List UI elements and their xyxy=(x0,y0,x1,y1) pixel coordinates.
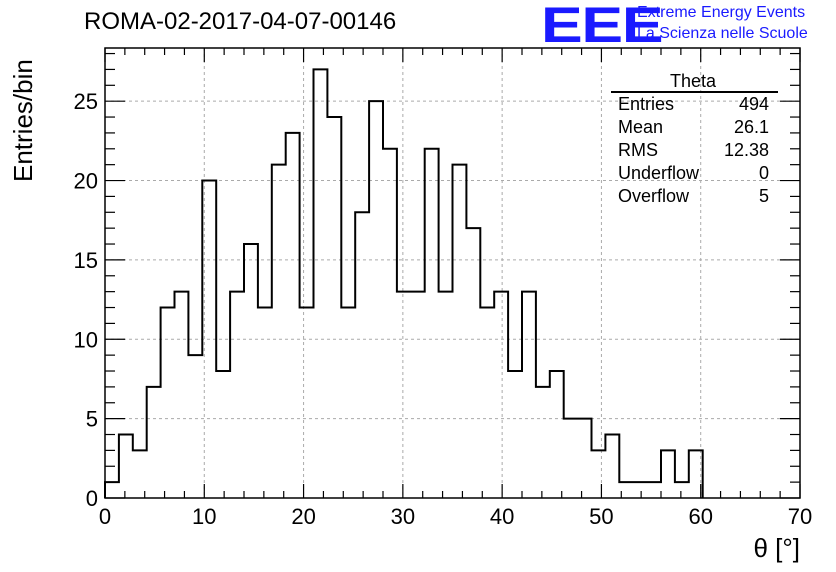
histogram-bin xyxy=(508,371,522,498)
histogram-bin xyxy=(202,181,216,498)
y-tick-label: 10 xyxy=(74,327,98,352)
y-tick-label: 0 xyxy=(86,486,98,511)
x-tick-label: 30 xyxy=(391,504,415,529)
histogram-bin xyxy=(550,371,564,498)
stats-row-label: Underflow xyxy=(618,163,700,183)
x-axis-label: θ [°] xyxy=(753,533,800,563)
histogram-bin xyxy=(411,292,425,498)
histogram-bin xyxy=(258,308,272,498)
stats-row-label: Mean xyxy=(618,117,663,137)
histogram-bin xyxy=(175,292,189,498)
histogram-bin xyxy=(119,435,133,498)
histogram-bin xyxy=(133,450,147,498)
histogram-bin xyxy=(147,387,161,498)
stats-row-value: 0 xyxy=(759,163,769,183)
x-tick-label: 10 xyxy=(192,504,216,529)
x-tick-label: 20 xyxy=(291,504,315,529)
stats-rows: Entries 494 Mean 26.1 RMS 12.38 Underflow 0 Over… xyxy=(618,94,769,206)
histogram-bin xyxy=(494,292,508,498)
run-title: ROMA-02-2017-04-07-00146 xyxy=(84,8,397,35)
stats-row-label: Overflow xyxy=(618,186,690,206)
logo-line-1: Extreme Energy Events xyxy=(637,4,806,21)
grid-lines xyxy=(105,48,800,498)
histogram-bin xyxy=(300,308,314,498)
y-axis-label: Entries/bin xyxy=(8,59,38,182)
y-tick-label: 20 xyxy=(74,169,98,194)
y-tick-label: 5 xyxy=(86,407,98,432)
histogram-bin xyxy=(647,482,661,498)
histogram-bin xyxy=(675,482,689,498)
histogram-series xyxy=(104,68,704,498)
stats-row-label: RMS xyxy=(618,140,658,160)
histogram-bin xyxy=(425,149,439,498)
histogram-bin xyxy=(230,292,244,498)
stats-row-value: 5 xyxy=(759,186,769,206)
histogram-bin xyxy=(355,212,369,498)
histogram-outline xyxy=(104,68,704,498)
stats-row-label: Entries xyxy=(618,94,674,114)
histogram-bin xyxy=(244,244,258,498)
stats-row-value: 494 xyxy=(739,94,769,114)
stats-row-value: 12.38 xyxy=(724,140,769,160)
eee-logo: EEE xyxy=(541,0,664,53)
axis-ticks xyxy=(104,48,801,499)
histogram-bin xyxy=(286,133,300,498)
histogram-bin xyxy=(105,482,119,498)
histogram-bin xyxy=(188,355,202,498)
histogram-bin xyxy=(383,149,397,498)
y-tick-label: 25 xyxy=(74,89,98,114)
histogram-bin xyxy=(466,228,480,498)
histogram-bin xyxy=(661,450,675,498)
histogram-bin xyxy=(341,308,355,498)
histogram-bin xyxy=(578,419,592,498)
histogram-bin xyxy=(633,482,647,498)
x-tick-label: 60 xyxy=(688,504,712,529)
histogram-bin xyxy=(536,387,550,498)
y-tick-label: 15 xyxy=(74,248,98,273)
histogram-bin xyxy=(522,292,536,498)
stats-row-value: 26.1 xyxy=(734,117,769,137)
histogram-bin xyxy=(327,117,341,498)
histogram-bin xyxy=(216,371,230,498)
histogram-bin xyxy=(161,308,175,498)
histogram-bin xyxy=(605,435,619,498)
stats-title: Theta xyxy=(670,71,717,91)
histogram-bin xyxy=(439,292,453,498)
logo-line-2: La Scienza nelle Scuole xyxy=(637,25,808,42)
x-tick-label: 0 xyxy=(99,504,111,529)
x-tick-label: 40 xyxy=(490,504,514,529)
histogram-bin xyxy=(272,165,286,498)
histogram-bin xyxy=(397,292,411,498)
histogram-bin xyxy=(453,165,467,498)
histogram-bin xyxy=(564,419,578,498)
x-tick-label: 70 xyxy=(788,504,812,529)
histogram-bin xyxy=(592,450,606,498)
plot-frame xyxy=(104,47,801,499)
histogram-bin xyxy=(480,308,494,498)
x-tick-label: 50 xyxy=(589,504,613,529)
histogram-bin xyxy=(314,69,328,498)
histogram-bin xyxy=(369,101,383,498)
stats-box: Theta Entries 494 Mean 26.1 RMS 12.38 Underflo… xyxy=(611,71,778,206)
